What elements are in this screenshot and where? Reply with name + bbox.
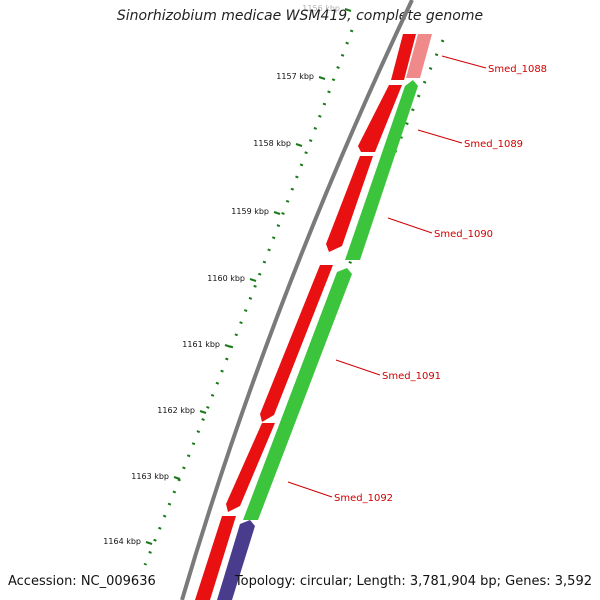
outer-tick-track [226, 39, 445, 600]
major-tick [199, 410, 207, 414]
inner-tick-track [143, 29, 354, 566]
label-line-smed-1091 [335, 359, 381, 376]
gene-label-smed-1090[interactable]: Smed_1090 [434, 229, 493, 240]
gene-block-smed-1091[interactable] [260, 265, 333, 422]
gene-block-green-1[interactable] [345, 80, 418, 260]
tick-label: 1158 kbp [253, 139, 291, 148]
major-tick [344, 8, 352, 12]
tick-label: 1159 kbp [231, 207, 269, 216]
tick-labels: 1156 kbp 1157 kbp 1158 kbp 1159 kbp 1160 kbp… [103, 4, 340, 546]
tick-label: 1163 kbp [131, 472, 169, 481]
map-title: Sinorhizobium medicae WSM419, complete g… [116, 8, 484, 24]
genome-summary: Topology: circular; Length: 3,781,904 bp… [234, 574, 592, 589]
gene-label-smed-1089[interactable]: Smed_1089 [464, 139, 523, 150]
gene-block-smed-1089[interactable] [358, 85, 402, 152]
label-line-smed-1089 [417, 129, 463, 144]
major-tick [249, 278, 257, 282]
major-tick [173, 476, 181, 480]
major-tick [318, 76, 326, 80]
accession-label: Accession: NC_009636 [8, 574, 156, 589]
gene-block-next[interactable] [195, 516, 236, 600]
gene-label-smed-1091[interactable]: Smed_1091 [382, 371, 441, 382]
gene-block-purple[interactable] [217, 520, 255, 600]
tick-label: 1162 kbp [157, 406, 195, 415]
major-tick [145, 541, 153, 545]
gene-block-smed-1092[interactable] [226, 423, 275, 512]
major-tick [224, 344, 232, 348]
tick-label: 1156 kbp [302, 4, 340, 13]
major-tick [273, 211, 281, 215]
label-line-smed-1088 [441, 55, 487, 69]
tick-label: 1157 kbp [276, 72, 314, 81]
gene-block-highlight[interactable] [406, 34, 432, 78]
tick-label: 1161 kbp [182, 340, 220, 349]
tick-label: 1160 kbp [207, 274, 245, 283]
label-line-smed-1092 [287, 481, 333, 498]
gene-block-green-2[interactable] [243, 268, 352, 520]
gene-label-smed-1092[interactable]: Smed_1092 [334, 493, 393, 504]
major-tick [295, 143, 303, 147]
major-tick-marks [145, 8, 352, 545]
gene-block-smed-1088[interactable] [391, 34, 416, 80]
tick-label: 1164 kbp [103, 537, 141, 546]
genome-backbone [180, 0, 414, 600]
gene-label-smed-1088[interactable]: Smed_1088 [488, 64, 547, 75]
gene-block-smed-1090[interactable] [326, 156, 373, 252]
label-line-smed-1090 [387, 217, 433, 234]
